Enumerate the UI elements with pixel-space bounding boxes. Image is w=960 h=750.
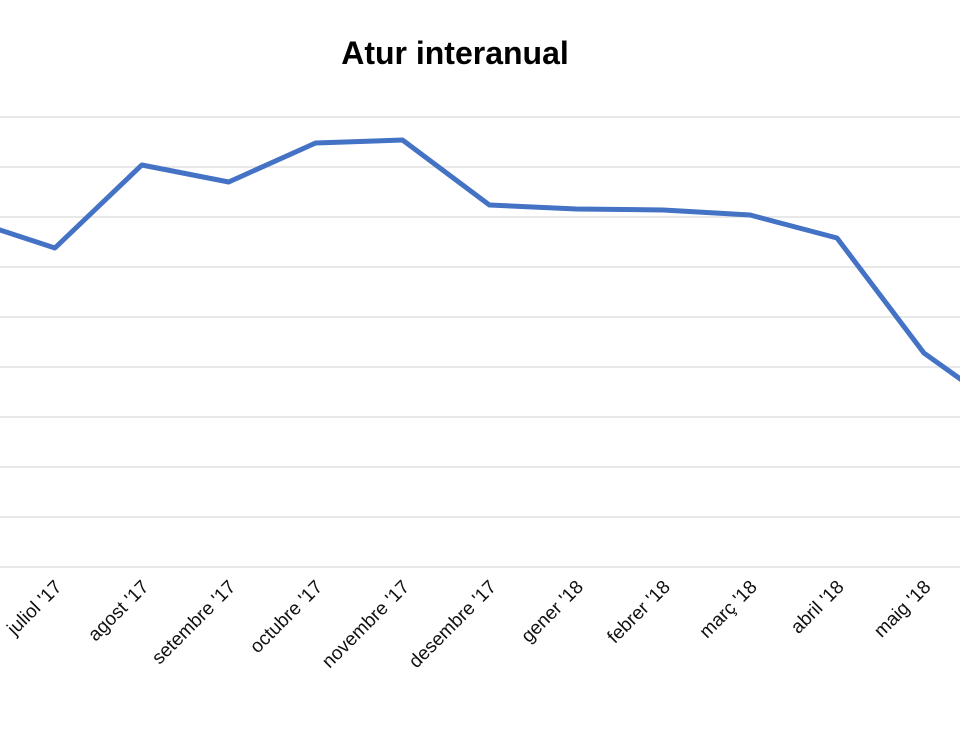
grid xyxy=(0,116,960,568)
x-tick-label: novembre '17 xyxy=(318,577,414,673)
x-tick-label: octubre '17 xyxy=(246,577,327,658)
plot xyxy=(0,137,960,382)
x-tick-label: agost '17 xyxy=(84,577,153,646)
x-tick-label: maig '18 xyxy=(870,577,935,642)
x-tick-label: setembre '17 xyxy=(148,577,240,669)
x-tick-label: desembre '17 xyxy=(405,577,501,673)
x-tick-label: febrer '18 xyxy=(604,577,675,648)
x-tick-label: març '18 xyxy=(696,577,762,643)
x-tick-label: juliol '17 xyxy=(3,577,67,641)
chart-title: Atur interanual xyxy=(341,35,569,71)
data-line xyxy=(0,137,960,382)
x-tick-label: gener '18 xyxy=(517,577,587,647)
x-tick-label: abril '18 xyxy=(787,577,848,638)
